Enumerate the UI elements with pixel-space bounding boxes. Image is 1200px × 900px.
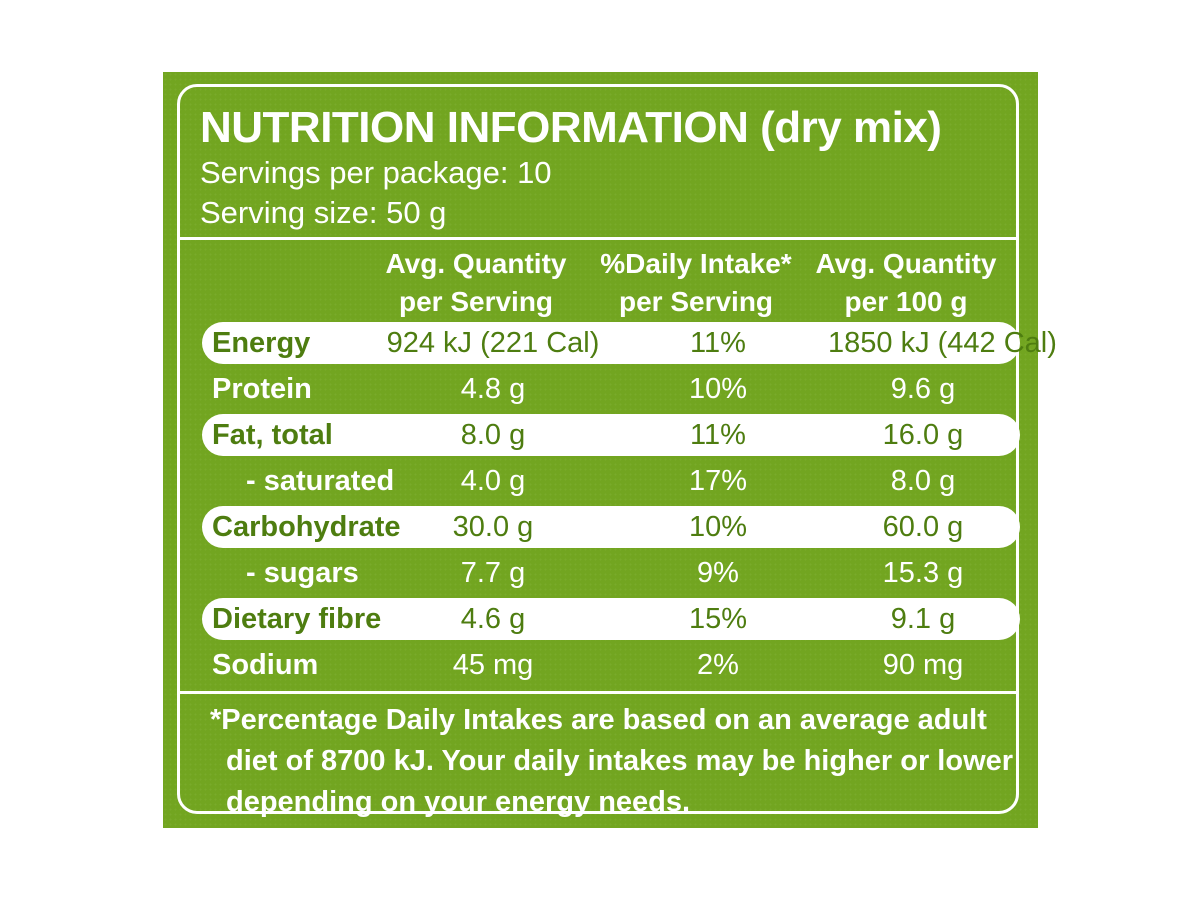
- daily-intake-footnote: *Percentage Daily Intakes are based on a…: [210, 704, 1014, 818]
- per-100g-value: 8.0 g: [890, 465, 956, 497]
- daily-intake-value: 2%: [697, 649, 739, 681]
- nutrient-row-carbohydrate: Carbohydrate 30.0 g 10% 60.0 g: [202, 506, 1020, 548]
- nutrient-label: - sugars: [246, 557, 359, 589]
- per-100g-value: 9.6 g: [890, 373, 956, 405]
- column-header-per-100g: Avg. Quantity per 100 g: [815, 248, 997, 317]
- nutrient-row-fat-total: Fat, total 8.0 g 11% 16.0 g: [202, 414, 1020, 456]
- header-divider: [180, 237, 1016, 240]
- nutrient-row-sugars: - sugars 7.7 g 9% 15.3 g: [202, 552, 1020, 594]
- per-100g-value: 15.3 g: [882, 557, 964, 589]
- per-100g-value: 60.0 g: [882, 511, 964, 543]
- daily-intake-value: 11%: [690, 327, 746, 359]
- nutrient-row-energy: Energy 924 kJ (221 Cal) 11% 1850 kJ (442…: [202, 322, 1057, 364]
- per-serving-value: 7.7 g: [460, 557, 526, 589]
- column-header-daily-intake: %Daily Intake* per Serving: [600, 248, 792, 317]
- nutrient-label: Dietary fibre: [212, 603, 382, 635]
- per-100g-value: 9.1 g: [890, 603, 956, 635]
- nutrient-label: Sodium: [212, 649, 319, 681]
- daily-intake-value: 9%: [697, 557, 739, 589]
- daily-intake-value: 10%: [688, 511, 748, 543]
- per-serving-value: 4.8 g: [460, 373, 526, 405]
- per-serving-value: 45 mg: [452, 649, 534, 681]
- daily-intake-value: 11%: [690, 419, 746, 451]
- daily-intake-value: 17%: [688, 465, 748, 497]
- column-header-per-serving: Avg. Quantity per Serving: [385, 248, 567, 317]
- footnote-divider: [180, 691, 1016, 694]
- nutrient-label: Fat, total: [212, 419, 333, 451]
- per-serving-value: 8.0 g: [460, 419, 526, 451]
- per-100g-value: 16.0 g: [882, 419, 964, 451]
- per-serving-value: 4.6 g: [460, 603, 526, 635]
- daily-intake-value: 10%: [688, 373, 748, 405]
- per-100g-value: 1850 kJ (442 Cal): [828, 327, 1057, 359]
- nutrient-row-sodium: Sodium 45 mg 2% 90 mg: [202, 644, 1020, 686]
- label-title: NUTRITION INFORMATION (dry mix): [200, 103, 942, 152]
- nutrient-row-saturated: - saturated 4.0 g 17% 8.0 g: [202, 460, 1020, 502]
- nutrition-label-panel: NUTRITION INFORMATION (dry mix) Servings…: [163, 72, 1057, 828]
- nutrient-label: - saturated: [246, 465, 395, 497]
- per-serving-value: 924 kJ (221 Cal): [386, 327, 600, 359]
- nutrient-label: Protein: [212, 373, 312, 405]
- per-serving-value: 30.0 g: [452, 511, 534, 543]
- per-serving-value: 4.0 g: [460, 465, 526, 497]
- nutrient-label: Carbohydrate: [212, 511, 401, 543]
- daily-intake-value: 15%: [688, 603, 748, 635]
- nutrient-label: Energy: [212, 327, 311, 359]
- per-100g-value: 90 mg: [882, 649, 964, 681]
- label-frame: NUTRITION INFORMATION (dry mix) Servings…: [177, 84, 1057, 818]
- servings-per-package: Servings per package: 10: [200, 155, 552, 190]
- nutrient-row-dietary-fibre: Dietary fibre 4.6 g 15% 9.1 g: [202, 598, 1020, 640]
- nutrient-row-protein: Protein 4.8 g 10% 9.6 g: [202, 368, 1020, 410]
- serving-size: Serving size: 50 g: [200, 195, 447, 230]
